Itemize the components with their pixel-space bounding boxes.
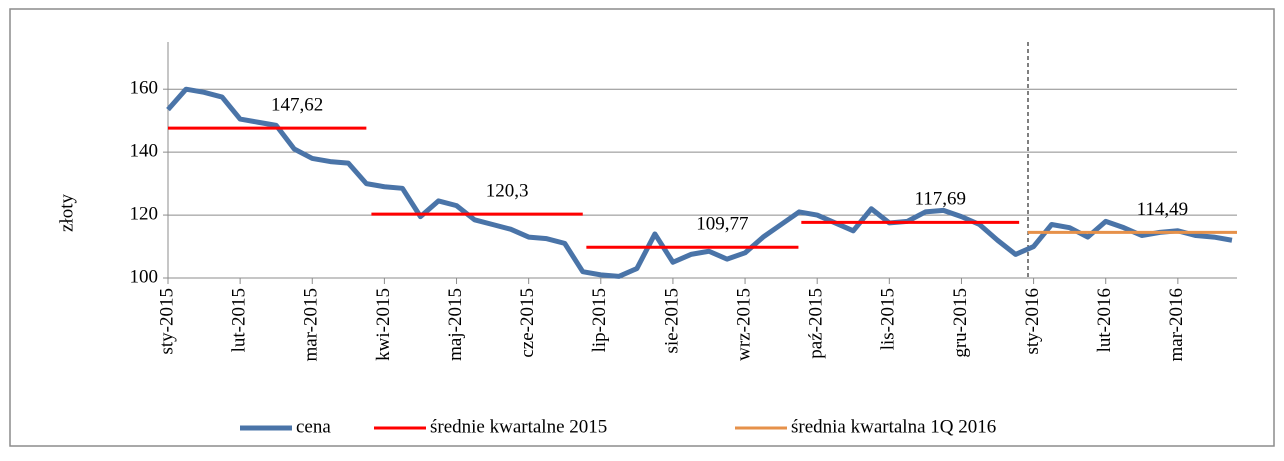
x-tick-label: lut-2015 (228, 288, 249, 352)
data-label: 114,49 (1137, 199, 1189, 220)
y-tick-label: 120 (130, 203, 159, 224)
x-tick-label: mar-2015 (301, 288, 322, 362)
y-tick-label: 100 (130, 266, 159, 287)
data-label: 117,69 (914, 189, 966, 210)
x-tick-label: lis-2015 (878, 288, 899, 350)
legend-label: średnie kwartalne 2015 (430, 416, 607, 437)
x-tick-label: gru-2015 (950, 288, 971, 358)
series-line (166, 86, 1233, 279)
x-tick-label: lut-2016 (1094, 288, 1115, 352)
y-tick-label: 160 (130, 78, 159, 99)
x-tick-label: cze-2015 (517, 288, 538, 358)
x-tick-label: mar-2016 (1166, 288, 1187, 362)
data-label: 120,3 (486, 180, 529, 201)
legend-label: cena (296, 416, 331, 437)
x-tick-label: maj-2015 (445, 288, 466, 361)
y-tick-label: 140 (130, 140, 159, 161)
x-tick-label: paź-2015 (806, 288, 827, 359)
x-tick-label: wrz-2015 (733, 288, 754, 361)
series-line (168, 126, 1020, 249)
x-tick-label: sty-2016 (1022, 288, 1043, 355)
data-label: 109,77 (696, 214, 748, 235)
x-tick-label: lip-2015 (589, 288, 610, 352)
x-tick-label: sty-2015 (156, 288, 177, 355)
chart-border (9, 8, 1275, 447)
data-label: 147,62 (271, 95, 323, 116)
x-tick-label: sie-2015 (661, 288, 682, 353)
x-tick-label: kwi-2015 (373, 288, 394, 361)
legend-label: średnia kwartalna 1Q 2016 (791, 416, 996, 437)
y-axis-label: złoty (56, 194, 77, 232)
